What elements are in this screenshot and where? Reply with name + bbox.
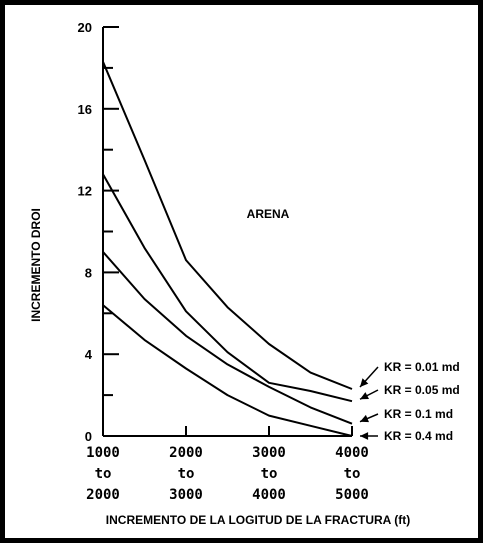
series-line — [102, 251, 353, 425]
y-tick-label: 4 — [85, 347, 93, 362]
labels-group: KR = 0.01 md KR = 0.05 md KR = 0.1 md KR = … — [359, 360, 460, 443]
x-tick-label: 1000 — [86, 445, 120, 461]
x-tick-label: 4000 — [335, 445, 369, 461]
x-tick-label: to — [261, 466, 278, 482]
series-line — [102, 304, 353, 437]
y-tick-label: 8 — [85, 265, 92, 280]
series-label: KR = 0.1 md — [384, 407, 453, 421]
x-axis-label: INCREMENTO DE LA LOGITUD DE LA FRACTURA … — [106, 513, 410, 527]
x-tick-label: 3000 — [169, 487, 203, 503]
x-tick-label: 2000 — [86, 487, 120, 503]
y-tick-label: 16 — [78, 102, 92, 117]
y-axis-label: INCREMENTO DROI — [29, 208, 43, 322]
series-label: KR = 0.01 md — [384, 360, 460, 374]
series-line — [102, 173, 353, 403]
series-group — [102, 61, 353, 437]
series-label-arrowhead — [360, 378, 369, 387]
y-tick-label: 12 — [78, 184, 92, 199]
x-tick-label: to — [178, 466, 195, 482]
series-label: KR = 0.05 md — [384, 383, 460, 397]
y-tick-label: 0 — [85, 429, 92, 444]
series-label-arrowhead — [360, 432, 369, 440]
series-line — [102, 61, 353, 390]
series-label-arrowhead — [360, 414, 369, 423]
series-label-arrowhead — [360, 392, 369, 400]
axes: 0 4 8 12 16 20 1000 to 2000 2000 to 3000 3000 to 4000 4… — [78, 20, 369, 503]
annotation-arena: ARENA — [247, 207, 290, 221]
x-tick-label: 5000 — [335, 487, 369, 503]
x-tick-label: to — [344, 466, 361, 482]
x-tick-label: 3000 — [252, 445, 286, 461]
x-tick-label: 4000 — [252, 487, 286, 503]
x-tick-label: to — [95, 466, 112, 482]
y-tick-label: 20 — [78, 20, 92, 35]
series-label: KR = 0.4 md — [384, 429, 453, 443]
x-tick-label: 2000 — [169, 445, 203, 461]
